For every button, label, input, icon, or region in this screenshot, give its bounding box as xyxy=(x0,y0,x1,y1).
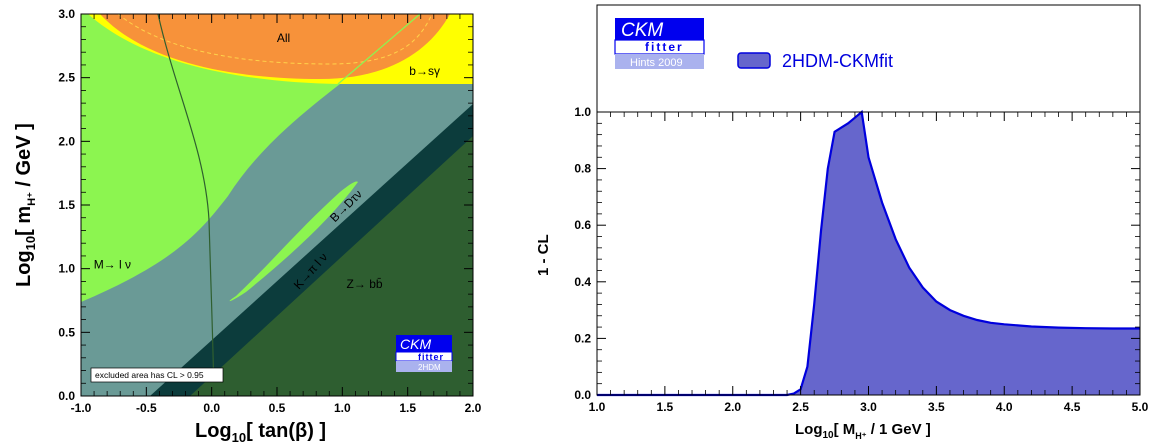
right-x-tick-label: 5.0 xyxy=(1132,400,1149,414)
left-x-tick-label: 2.0 xyxy=(465,401,482,415)
left-x-tick-label: 1.0 xyxy=(334,401,351,415)
left-x-tick-label: -0.5 xyxy=(136,401,157,415)
left-x-tick-label: -1.0 xyxy=(71,401,92,415)
right-curve-layer xyxy=(597,109,1140,397)
right-y-ticks: 0.0 0.2 0.4 0.6 0.8 1.0 xyxy=(574,105,1140,402)
left-y-axis-label: Log10[ mH⁺ / GeV ] xyxy=(13,123,38,287)
right-y-tick-label: 0.8 xyxy=(574,162,591,176)
left-y-tick-label: 2.5 xyxy=(58,71,75,85)
series-area xyxy=(597,112,1140,395)
bdtaunu-allowed-island xyxy=(229,181,358,302)
region-label: All xyxy=(277,31,290,45)
right-x-tick-label: 3.5 xyxy=(928,400,945,414)
all-region-dashed-contour xyxy=(117,14,433,65)
right-y-tick-label: 0.4 xyxy=(574,275,591,289)
left-y-tick-label: 1.5 xyxy=(58,198,75,212)
left-x-axis-label: Log10[ tan(β) ] xyxy=(195,420,326,445)
mlnu-boundary-curve xyxy=(157,14,215,396)
right-y-tick-label: 0.2 xyxy=(574,331,591,345)
left-y-tick-label: 0.0 xyxy=(58,389,75,403)
svg-text:Log10[ mH⁺ / GeV ]: Log10[ mH⁺ / GeV ] xyxy=(13,123,38,287)
right-logo-bottom-bar xyxy=(615,54,704,69)
left-x-tick-label: 1.5 xyxy=(399,401,416,415)
left-chart: -1.0 -0.5 0.0 0.5 1.0 1.5 2.0 0.0 0.5 1.0 1.5 2.0 2… xyxy=(13,7,482,445)
region-label: Z→ bb̄ xyxy=(347,277,383,291)
left-y-tick-label: 2.0 xyxy=(58,134,75,148)
left-y-tick-label: 1.0 xyxy=(58,262,75,276)
right-logo-ckm: CKM xyxy=(621,20,663,41)
right-x-tick-label: 1.0 xyxy=(589,400,606,414)
left-y-tick-label: 0.5 xyxy=(58,325,75,339)
region-label: b→sγ xyxy=(409,64,440,78)
right-x-tick-label: 2.0 xyxy=(724,400,741,414)
right-legend-swatch xyxy=(737,52,771,69)
series-line xyxy=(597,109,1140,397)
region-label: M→ l ν xyxy=(94,258,131,272)
left-x-tick-label: 0.5 xyxy=(269,401,286,415)
left-logo-bottom-bar xyxy=(396,361,452,372)
right-x-axis-label: Log10[ MH⁺ / 1 GeV ] xyxy=(795,421,931,441)
right-x-tick-label: 3.0 xyxy=(860,400,877,414)
left-cl-note: excluded area has CL > 0.95 xyxy=(95,370,204,380)
right-x-tick-label: 4.0 xyxy=(996,400,1013,414)
left-x-ticks: -1.0 -0.5 0.0 0.5 1.0 1.5 2.0 xyxy=(71,14,482,415)
svg-text:Log10[ tan(β) ]: Log10[ tan(β) ] xyxy=(195,420,326,445)
left-cl-note-box: excluded area has CL > 0.95 xyxy=(90,367,224,383)
right-ckmfitter-logo: CKM fitter Hints 2009 xyxy=(614,18,705,69)
left-logo-ckm: CKM xyxy=(400,336,431,352)
right-x-ticks: 1.0 1.5 2.0 2.5 3.0 3.5 4.0 4.5 5.0 xyxy=(589,112,1149,414)
right-logo-top-bar xyxy=(615,18,704,40)
svg-text:1 - CL: 1 - CL xyxy=(535,234,552,276)
right-y-tick-label: 0.0 xyxy=(574,388,591,402)
zbb-region xyxy=(190,136,473,396)
right-x-tick-label: 4.5 xyxy=(1064,400,1081,414)
left-logo-top-bar xyxy=(396,335,452,352)
left-x-tick-label: 0.0 xyxy=(203,401,220,415)
right-y-tick-label: 1.0 xyxy=(574,105,591,119)
right-y-tick-label: 0.6 xyxy=(574,218,591,232)
left-logo-2hdm: 2HDM xyxy=(418,363,441,372)
left-y-tick-label: 3.0 xyxy=(58,7,75,21)
right-y-axis-label: 1 - CL xyxy=(535,234,552,276)
right-chart: CKM fitter Hints 2009 2HDM-CKMfit 1.0 1.5… xyxy=(535,4,1149,441)
right-legend-label: 2HDM-CKMfit xyxy=(782,51,893,71)
left-ckmfitter-logo: CKM fitter 2HDM xyxy=(395,335,453,372)
right-logo-fitter: fitter xyxy=(645,40,684,54)
right-legend: 2HDM-CKMfit xyxy=(737,51,893,71)
left-plot-regions xyxy=(81,14,473,396)
left-logo-fitter: fitter xyxy=(418,352,444,362)
svg-text:Log10[ MH⁺ / 1 GeV ]: Log10[ MH⁺ / 1 GeV ] xyxy=(795,421,931,441)
bsg-boundary-line xyxy=(337,14,421,85)
right-x-tick-label: 1.5 xyxy=(657,400,674,414)
right-logo-hints: Hints 2009 xyxy=(630,57,683,69)
left-y-ticks: 0.0 0.5 1.0 1.5 2.0 2.5 3.0 xyxy=(58,7,473,403)
right-x-tick-label: 2.5 xyxy=(792,400,809,414)
